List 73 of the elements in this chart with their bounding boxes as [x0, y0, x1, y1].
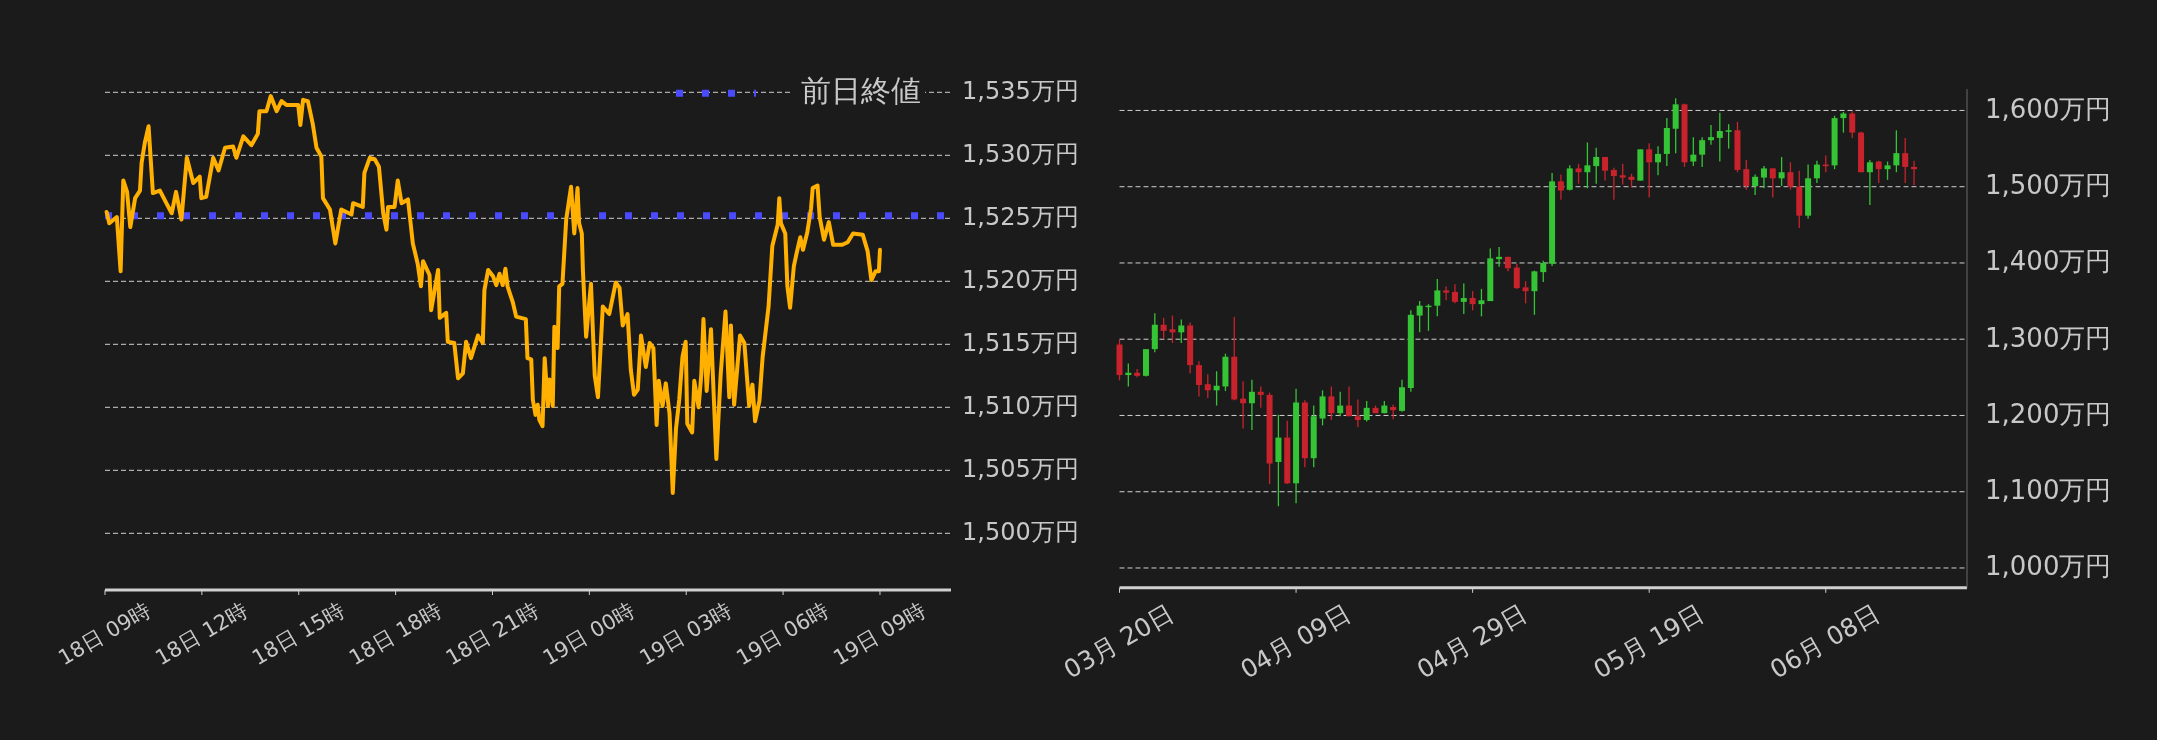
candlestick: [1778, 156, 1785, 187]
candlestick: [1416, 300, 1423, 333]
candlestick: [1849, 110, 1856, 139]
candlestick: [1646, 142, 1653, 199]
y-tick-label: 1,505万円: [962, 455, 1079, 484]
candlestick: [1699, 136, 1706, 168]
candlestick: [1478, 288, 1485, 317]
x-tick-label: 06月 08日: [1765, 598, 1885, 685]
x-tick-label: 04月 29日: [1411, 598, 1532, 685]
candlestick: [1752, 173, 1759, 196]
candlestick: [1902, 137, 1909, 184]
candlestick: [1557, 173, 1564, 201]
y-tick-label: 1,000万円: [1985, 551, 2112, 582]
candlestick: [1178, 318, 1185, 344]
candlestick: [1769, 167, 1776, 199]
y-tick-label: 1,530万円: [962, 140, 1079, 169]
candlestick: [1725, 123, 1732, 150]
candlestick: [1540, 260, 1547, 283]
candlestick: [1248, 378, 1255, 431]
candlestick: [1160, 317, 1167, 340]
candlestick: [1399, 378, 1405, 413]
candlestick: [1813, 160, 1820, 184]
candlestick: [1319, 389, 1326, 427]
y-tick-label: 1,535万円: [962, 77, 1079, 106]
y-tick-label: 1,200万円: [1985, 398, 2112, 429]
candlestick: [1460, 282, 1467, 315]
candlestick: [1354, 398, 1361, 428]
y-tick-label: 1,600万円: [1985, 93, 2112, 124]
candlestick: [1893, 129, 1900, 173]
x-tick-label: 05月 19日: [1588, 598, 1709, 685]
candlestick: [1760, 165, 1767, 189]
candlestick: [1195, 360, 1202, 398]
x-tick-label: 04月 09日: [1235, 598, 1356, 685]
y-tick-label: 1,510万円: [962, 392, 1079, 421]
candlestick: [1566, 164, 1573, 192]
candlestick: [1787, 161, 1794, 191]
candlestick: [1619, 163, 1626, 186]
candlestick: [1522, 280, 1529, 305]
candlestick: [1584, 141, 1591, 189]
candlestick: [1875, 160, 1882, 184]
candlestick: [1743, 159, 1750, 191]
candlestick: [1884, 160, 1891, 181]
candlestick: [1363, 400, 1370, 423]
y-tick-label: 1,520万円: [962, 266, 1079, 295]
legend-label: 前日終値: [801, 72, 921, 108]
candlestick: [1593, 147, 1600, 185]
y-tick-label: 1,500万円: [1985, 170, 2112, 201]
candlestick: [1257, 385, 1264, 409]
candlestick: [1716, 112, 1723, 163]
candlestick: [1204, 373, 1211, 399]
y-tick-label: 1,100万円: [1985, 475, 2112, 506]
candlestick: [1337, 391, 1344, 417]
candlestick: [1169, 314, 1176, 344]
candlestick: [1707, 124, 1714, 146]
candlestick: [1610, 166, 1617, 201]
y-tick-label: 1,300万円: [1985, 322, 2112, 353]
y-tick-label: 1,400万円: [1985, 246, 2112, 277]
candlestick: [1451, 283, 1458, 305]
x-tick-label: 03月 20日: [1058, 598, 1179, 685]
candlestick: [1655, 145, 1662, 176]
candlestick: [1443, 285, 1450, 301]
candlestick: [1434, 278, 1441, 317]
candlestick: [1328, 385, 1335, 421]
candlestick: [1690, 136, 1697, 167]
y-tick-label: 1,525万円: [962, 203, 1079, 232]
candlestick: [1469, 290, 1476, 311]
candlestick: [1531, 269, 1538, 316]
candlestick: [1513, 263, 1520, 290]
candlestick: [1866, 159, 1873, 206]
y-tick-label: 1,515万円: [962, 329, 1079, 358]
y-tick-label: 1,500万円: [962, 518, 1079, 547]
candlestick: [1575, 163, 1582, 185]
candlestick: [1346, 385, 1353, 417]
